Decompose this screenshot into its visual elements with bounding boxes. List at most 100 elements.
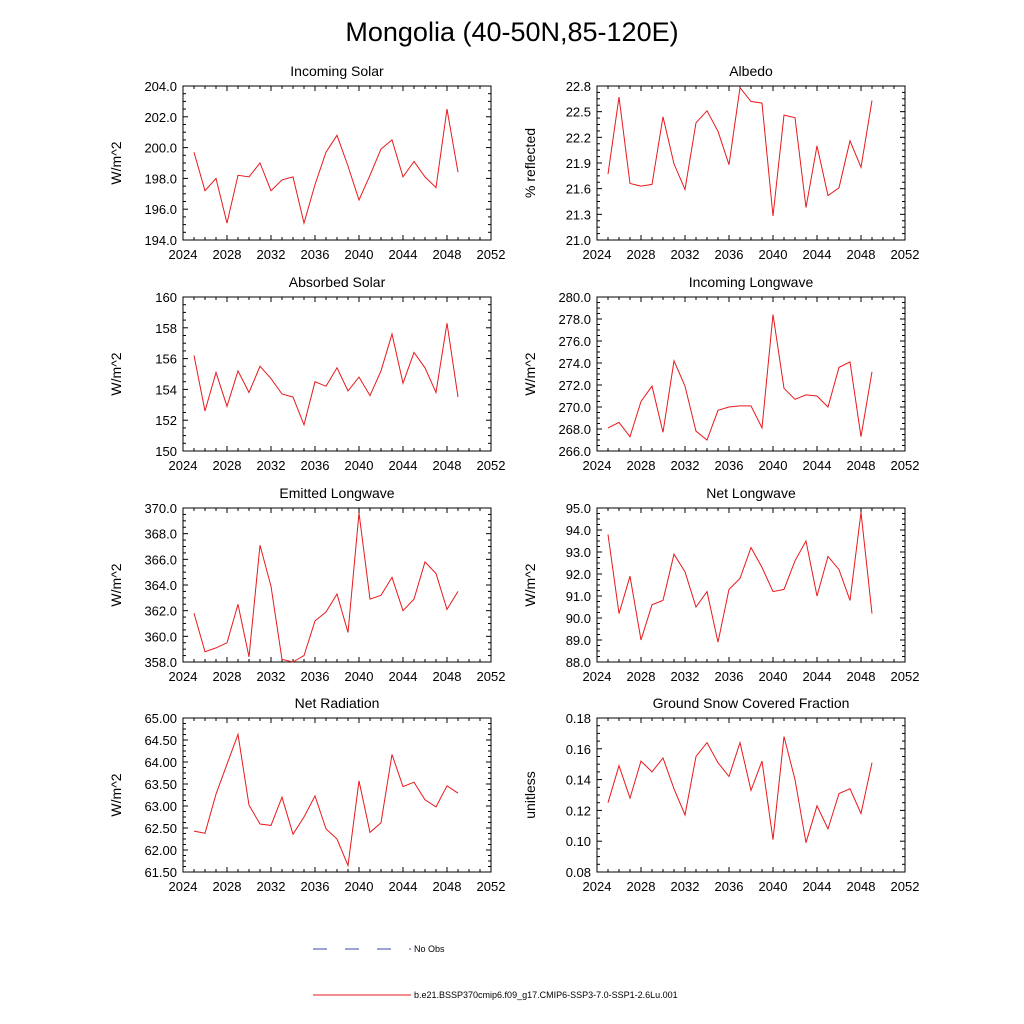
x-tick-label: 2032 <box>257 669 286 684</box>
chart-title: Net Longwave <box>706 485 796 501</box>
y-tick-label: 368.0 <box>144 527 177 542</box>
x-tick-label: 2044 <box>389 458 418 473</box>
x-tick-label: 2048 <box>847 669 876 684</box>
y-axis-label: W/m^2 <box>108 141 124 184</box>
y-tick-label: 366.0 <box>144 552 177 567</box>
y-tick-label: 94.0 <box>566 523 591 538</box>
y-tick-label: 364.0 <box>144 578 177 593</box>
chart-title: Albedo <box>729 63 773 79</box>
x-tick-label: 2048 <box>847 458 876 473</box>
y-tick-label: 64.50 <box>144 733 177 748</box>
chart-ground-snow-covered-fraction: Ground Snow Covered Fraction unitless 2024… <box>522 695 919 894</box>
x-tick-label: 2048 <box>433 247 462 262</box>
y-tick-label: 21.9 <box>566 156 591 171</box>
plot-frame <box>596 296 906 452</box>
chart-panels: Incoming Solar W/m^2 2024 2028 2032 2036 2040 2… <box>108 63 919 894</box>
x-tick-label: 2044 <box>803 247 832 262</box>
y-tick-label: 62.50 <box>144 821 177 836</box>
x-tick-label: 2032 <box>671 458 700 473</box>
chart-albedo: Albedo % reflected 2024 2028 2032 2036 2040 204… <box>522 63 919 262</box>
x-tick-label: 2024 <box>583 669 612 684</box>
x-tick-label: 2048 <box>433 669 462 684</box>
x-tick-label: 2044 <box>389 669 418 684</box>
y-tick-label: 0.16 <box>566 742 591 757</box>
y-tick-label: 0.08 <box>566 865 591 880</box>
x-tick-label: 2052 <box>891 879 920 894</box>
y-axis-label: unitless <box>522 771 538 818</box>
x-tick-label: 2052 <box>477 247 506 262</box>
y-tick-label: 93.0 <box>566 545 591 560</box>
y-tick-label: 270.0 <box>558 400 591 415</box>
series-line <box>193 109 459 226</box>
y-tick-label: 91.0 <box>566 589 591 604</box>
x-tick-label: 2048 <box>433 458 462 473</box>
y-tick-label: 280.0 <box>558 290 591 305</box>
chart-net-radiation: Net Radiation W/m^2 2024 2028 2032 2036 2040 20… <box>108 695 505 894</box>
x-tick-label: 2048 <box>433 879 462 894</box>
x-tick-label: 2040 <box>345 458 374 473</box>
y-tick-label: 160 <box>155 290 177 305</box>
y-axis-label: W/m^2 <box>108 352 124 395</box>
x-tick-label: 2040 <box>345 669 374 684</box>
y-tick-label: 90.0 <box>566 611 591 626</box>
x-tick-label: 2028 <box>213 879 242 894</box>
series-line <box>193 732 459 868</box>
x-tick-label: 2052 <box>891 669 920 684</box>
legend-obs-label: No Obs <box>414 944 445 954</box>
chart-title: Absorbed Solar <box>289 274 386 290</box>
y-tick-label: 89.0 <box>566 633 591 648</box>
legend-model-label: b.e21.BSSP370cmip6.f09_g17.CMIP6-SSP3-7.… <box>414 990 678 1000</box>
x-tick-label: 2036 <box>715 247 744 262</box>
y-tick-label: 0.14 <box>566 773 591 788</box>
y-tick-label: 370.0 <box>144 501 177 516</box>
series-line <box>607 512 873 643</box>
series-line <box>607 314 873 441</box>
y-axis-label: W/m^2 <box>522 352 538 395</box>
x-tick-label: 2028 <box>627 247 656 262</box>
y-tick-label: 158 <box>155 321 177 336</box>
y-tick-label: 194.0 <box>144 233 177 248</box>
x-tick-label: 2044 <box>803 879 832 894</box>
y-tick-label: 63.00 <box>144 799 177 814</box>
x-tick-label: 2024 <box>169 879 198 894</box>
y-tick-label: 358.0 <box>144 655 177 670</box>
y-tick-label: 278.0 <box>558 312 591 327</box>
x-tick-label: 2032 <box>671 669 700 684</box>
x-tick-label: 2044 <box>389 247 418 262</box>
y-tick-label: 276.0 <box>558 334 591 349</box>
y-tick-label: 63.50 <box>144 777 177 792</box>
x-tick-label: 2032 <box>257 458 286 473</box>
x-tick-label: 2040 <box>759 669 788 684</box>
y-tick-label: 61.50 <box>144 865 177 880</box>
legend: No Obs b.e21.BSSP370cmip6.f09_g17.CMIP6-… <box>313 944 678 1000</box>
x-tick-label: 2040 <box>759 458 788 473</box>
chart-emitted-longwave: Emitted Longwave W/m^2 2024 2028 2032 2036 204… <box>108 485 505 684</box>
x-tick-label: 2048 <box>847 247 876 262</box>
series-line <box>607 736 873 843</box>
x-tick-label: 2028 <box>213 669 242 684</box>
chart-title: Incoming Solar <box>290 63 384 79</box>
y-axis-label: W/m^2 <box>522 563 538 606</box>
plot-frame <box>182 296 492 452</box>
x-tick-label: 2036 <box>715 879 744 894</box>
y-tick-label: 152 <box>155 413 177 428</box>
x-tick-label: 2032 <box>671 247 700 262</box>
chart-incoming-longwave: Incoming Longwave W/m^2 2024 2028 2032 2036 20… <box>522 274 919 473</box>
y-tick-label: 95.0 <box>566 501 591 516</box>
x-tick-label: 2036 <box>715 458 744 473</box>
x-tick-label: 2024 <box>583 879 612 894</box>
y-axis-label: % reflected <box>522 128 538 198</box>
x-tick-label: 2036 <box>301 458 330 473</box>
x-tick-label: 2044 <box>389 879 418 894</box>
y-tick-label: 204.0 <box>144 79 177 94</box>
x-tick-label: 2024 <box>169 669 198 684</box>
y-tick-label: 198.0 <box>144 171 177 186</box>
x-tick-label: 2032 <box>671 879 700 894</box>
x-tick-label: 2032 <box>257 247 286 262</box>
y-tick-label: 202.0 <box>144 110 177 125</box>
y-axis-label: W/m^2 <box>108 563 124 606</box>
x-tick-label: 2052 <box>477 458 506 473</box>
x-tick-label: 2044 <box>803 458 832 473</box>
chart-title: Ground Snow Covered Fraction <box>653 695 850 711</box>
